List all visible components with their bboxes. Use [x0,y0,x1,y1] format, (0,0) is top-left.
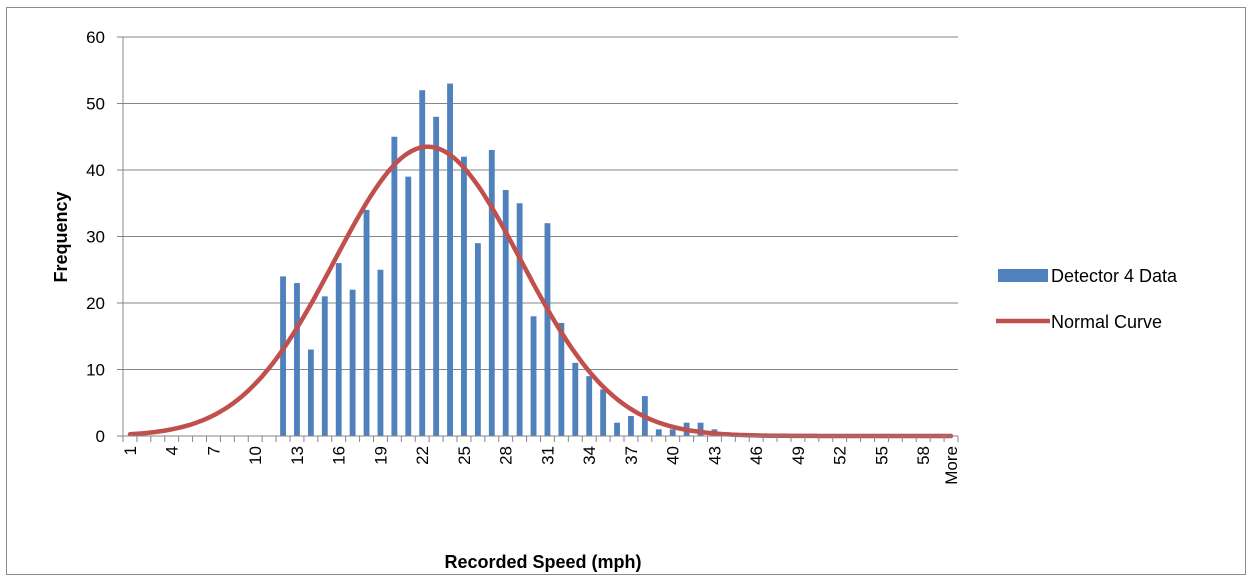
histogram-bar [669,429,676,436]
x-tick-label: 28 [497,446,516,465]
x-tick-label: 31 [539,446,558,465]
x-tick-label: 25 [455,446,474,465]
y-tick-label: 30 [86,228,105,247]
histogram-bar [572,362,579,436]
histogram-bar [600,389,607,436]
x-axis-title: Recorded Speed (mph) [444,552,641,572]
y-tick-label: 50 [86,95,105,114]
legend-label-curve: Normal Curve [1051,312,1162,332]
legend-label-bars: Detector 4 Data [1051,266,1178,286]
x-tick-label: 1 [121,446,140,455]
histogram-bar [321,296,328,436]
histogram-bar [335,263,342,436]
histogram-bar [307,349,314,436]
chart-frame [6,7,1246,575]
x-tick-label: 16 [330,446,349,465]
legend: Detector 4 Data Normal Curve [996,266,1178,332]
histogram-bar [516,203,523,436]
normal-curve-series [127,144,954,439]
y-tick-label: 0 [96,427,105,446]
x-tick-labels: 1 4 7 10 13 16 19 22 25 28 31 34 37 40 43 46 49 52 55 58 Mor… [121,446,961,485]
x-tick-label: 55 [873,446,892,465]
y-tick-label: 60 [86,28,105,47]
normal-curve-line [127,144,954,439]
histogram-bar [474,243,481,436]
histogram-bar [405,176,412,436]
x-tick-label: More [942,446,961,485]
histogram-bar [544,223,551,436]
histogram-bar [461,156,467,436]
y-tick-label: 10 [86,361,105,380]
histogram-bar [614,422,620,436]
histogram-bar [502,189,509,436]
x-tick-label: 37 [622,446,641,465]
legend-swatch-bars [998,269,1048,282]
histogram-bar [363,209,370,436]
gridlines [123,36,958,370]
x-tick-label: 34 [580,446,599,465]
x-tick-label: 4 [163,446,182,455]
axes [117,36,959,442]
histogram-bar [628,416,634,436]
y-tick-label: 20 [86,294,105,313]
x-tick-label: 7 [205,446,224,455]
x-tick-label: 43 [706,446,725,465]
bar-series [280,83,718,437]
x-tick-label: 13 [288,446,307,465]
x-tick-label: 10 [246,446,265,465]
histogram-bar [558,322,565,436]
histogram-bar [377,269,384,436]
histogram-bar [419,90,426,436]
x-tick-label: 49 [789,446,808,465]
x-tick-label: 40 [664,446,683,465]
histogram-bar [447,83,453,437]
histogram-bar [586,376,593,436]
histogram-bar [488,150,495,437]
x-tick-label: 58 [914,446,933,465]
histogram-bar [294,283,300,436]
histogram-bar [530,316,537,436]
histogram-bar [433,116,440,437]
y-axis-title: Frequency [51,191,71,282]
x-tick-label: 19 [372,446,391,465]
histogram-bar [280,276,286,436]
y-tick-label: 40 [86,161,105,180]
histogram-bar [349,289,356,436]
x-tick-label: 52 [831,446,850,465]
histogram-bar [697,422,704,436]
x-tick-label: 22 [413,446,432,465]
histogram-bar [655,429,662,436]
y-tick-labels: 0 10 20 30 40 50 60 [86,28,105,446]
x-tick-label: 46 [747,446,766,465]
histogram-bar [391,136,398,436]
